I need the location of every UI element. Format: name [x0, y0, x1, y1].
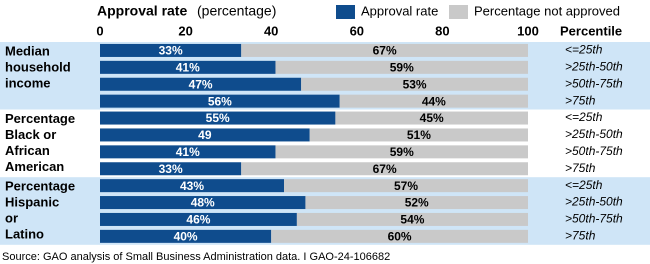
bar-segment [271, 229, 528, 243]
group-label: household [5, 59, 71, 74]
value-label: 33% [159, 162, 183, 176]
x-tick-label: 60 [350, 23, 364, 38]
bar-segment [100, 77, 302, 91]
value-label: 49 [198, 128, 212, 142]
group-label: or [5, 211, 18, 226]
value-label: 40% [174, 230, 198, 244]
percentile-label: <=25th [565, 110, 603, 124]
x-tick-label: 80 [435, 23, 449, 38]
value-label: 44% [422, 94, 446, 108]
bar-segment [100, 196, 306, 210]
percentile-label: <=25th [565, 43, 603, 57]
value-label: 59% [390, 61, 414, 75]
value-label: 52% [405, 196, 429, 210]
bar-segment [309, 128, 528, 142]
bar-segment [241, 43, 529, 57]
percentile-label: >25th-50th [565, 127, 623, 141]
group-label: Percentage [5, 179, 75, 194]
value-label: 47% [189, 77, 213, 91]
x-tick-label: 20 [178, 23, 192, 38]
bar-segment [335, 111, 528, 125]
bar-segment [100, 94, 340, 108]
source-note: Source: GAO analysis of Small Business A… [2, 251, 390, 263]
bar-segment [100, 60, 276, 74]
bar-segment [296, 212, 528, 226]
bar-segment [100, 229, 272, 243]
bar-segment [275, 60, 528, 74]
bar-segment [100, 212, 297, 226]
x-tick-label: 0 [96, 23, 103, 38]
percentile-label: >75th [565, 93, 596, 107]
percentile-label: >75th [565, 161, 596, 175]
value-label: 59% [390, 145, 414, 159]
x-tick-label: 100 [517, 23, 539, 38]
value-label: 60% [388, 230, 412, 244]
bar-segment [100, 162, 242, 176]
percentile-label: >75th [565, 229, 596, 243]
value-label: 33% [159, 44, 183, 58]
value-label: 51% [407, 128, 431, 142]
value-label: 54% [400, 213, 424, 227]
legend-label: Percentage not approved [474, 3, 620, 18]
bar-segment [100, 128, 310, 142]
bar-segment [100, 179, 285, 193]
group-label: Latino [5, 227, 44, 242]
value-label: 67% [373, 162, 397, 176]
value-label: 56% [208, 94, 232, 108]
bar-segment [301, 77, 528, 91]
legend-swatch [336, 5, 355, 19]
value-label: 45% [420, 111, 444, 125]
value-label: 41% [176, 145, 200, 159]
group-label: Percentage [5, 111, 75, 126]
percentile-label: >50th-75th [565, 76, 623, 90]
bar-segment [100, 43, 242, 57]
value-label: 53% [403, 77, 427, 91]
percentile-label: >25th-50th [565, 60, 623, 74]
percentile-header: Percentile [560, 23, 622, 38]
value-label: 43% [180, 179, 204, 193]
percentile-label: >50th-75th [565, 144, 623, 158]
group-label: American [5, 159, 64, 174]
percentile-label: >25th-50th [565, 195, 623, 209]
bar-segment [100, 145, 276, 159]
value-label: 67% [373, 44, 397, 58]
percentile-label: >50th-75th [565, 212, 623, 226]
bar-segment [241, 162, 529, 176]
value-label: 55% [206, 111, 230, 125]
axis-unit: (percentage) [197, 3, 276, 19]
bar-segment [305, 196, 528, 210]
bar-segment [284, 179, 528, 193]
legend-swatch [449, 5, 468, 19]
group-label: income [5, 75, 51, 90]
group-label: Hispanic [5, 195, 59, 210]
legend-label: Approval rate [361, 3, 438, 18]
bar-segment [275, 145, 528, 159]
value-label: 57% [394, 179, 418, 193]
percentile-label: <=25th [565, 178, 603, 192]
group-label: African [5, 143, 50, 158]
bar-segment [339, 94, 528, 108]
axis-title: Approval rate [97, 3, 187, 19]
group-label: Median [5, 43, 50, 58]
x-tick-label: 40 [264, 23, 278, 38]
group-label: Black or [5, 127, 56, 142]
bar-segment [100, 111, 336, 125]
value-label: 41% [176, 61, 200, 75]
value-label: 48% [191, 196, 215, 210]
value-label: 46% [186, 213, 210, 227]
